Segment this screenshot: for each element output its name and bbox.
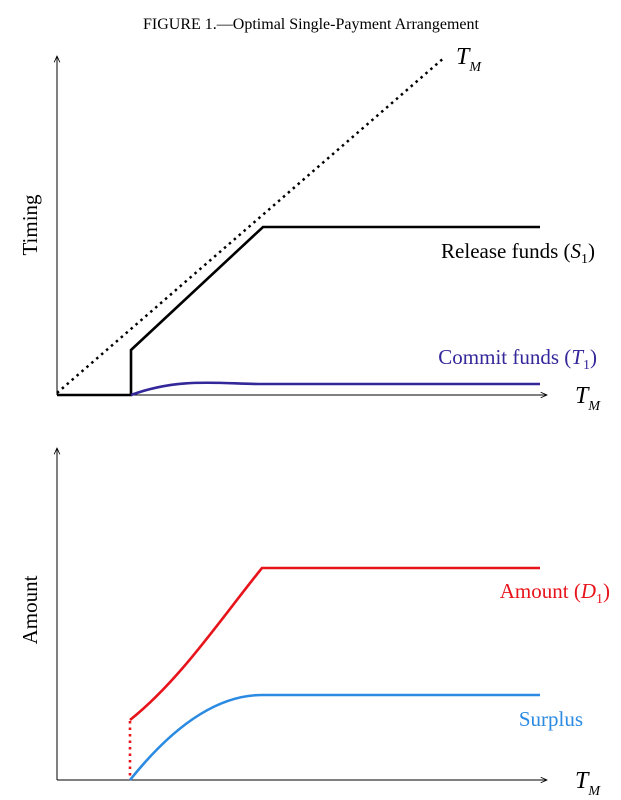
amount-curve xyxy=(129,566,540,722)
release-curve xyxy=(57,225,540,397)
y-axis-label: Amount xyxy=(18,575,42,644)
x-axis-label: TM xyxy=(575,768,601,799)
commit-label: Commit funds (T1) xyxy=(438,345,597,373)
surplus-curve xyxy=(128,693,540,781)
amount-label: Amount (D1) xyxy=(500,579,610,607)
y-axis-label: Timing xyxy=(18,194,42,256)
bottom-panel: Amount TM Amount (D1) Surplus xyxy=(18,448,610,799)
surplus-label: Surplus xyxy=(519,707,583,731)
x-axis-label: TM xyxy=(575,383,601,414)
release-label: Release funds (S1) xyxy=(441,239,595,267)
top-panel: Timing TM TM Release funds (S1) Commit f… xyxy=(18,44,601,414)
figure-title: FIGURE 1.—Optimal Single-Payment Arrange… xyxy=(143,16,480,33)
diagonal-line xyxy=(56,56,446,394)
diagonal-label: TM xyxy=(456,44,482,75)
commit-curve xyxy=(130,381,540,397)
